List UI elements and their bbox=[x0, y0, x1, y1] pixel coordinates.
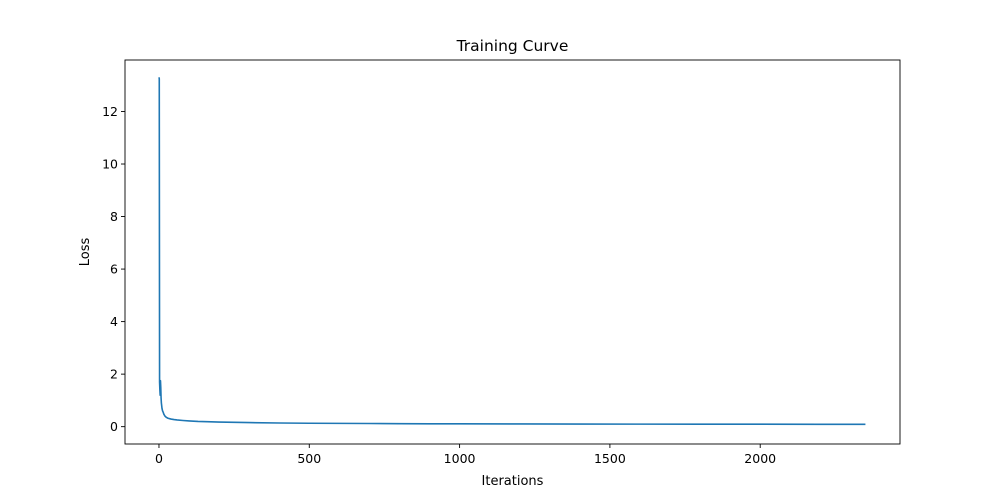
x-axis-label: Iterations bbox=[482, 474, 544, 489]
y-tick-label: 2 bbox=[110, 367, 118, 382]
y-tick-label: 0 bbox=[110, 419, 118, 434]
loss-series-line bbox=[158, 77, 866, 426]
x-tick-label: 1500 bbox=[594, 451, 626, 466]
y-tick-label: 12 bbox=[102, 104, 118, 119]
plot-frame bbox=[124, 59, 901, 445]
y-axis-label: Loss bbox=[78, 238, 93, 267]
x-tick-label: 0 bbox=[155, 451, 163, 466]
y-axis-ticks: 0 2 4 6 8 10 12 bbox=[102, 104, 125, 434]
y-tick-label: 10 bbox=[102, 157, 118, 172]
y-tick-label: 8 bbox=[110, 209, 118, 224]
x-tick-label: 500 bbox=[297, 451, 321, 466]
y-tick-label: 4 bbox=[110, 314, 118, 329]
y-tick-label: 6 bbox=[110, 262, 118, 277]
x-tick-label: 1000 bbox=[444, 451, 476, 466]
chart-title: Training Curve bbox=[456, 37, 569, 55]
x-axis-ticks: 0 500 1000 1500 2000 bbox=[155, 444, 776, 466]
x-tick-label: 2000 bbox=[744, 451, 776, 466]
